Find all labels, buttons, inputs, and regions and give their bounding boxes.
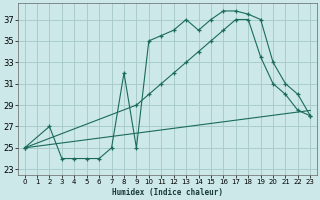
- X-axis label: Humidex (Indice chaleur): Humidex (Indice chaleur): [112, 188, 223, 197]
